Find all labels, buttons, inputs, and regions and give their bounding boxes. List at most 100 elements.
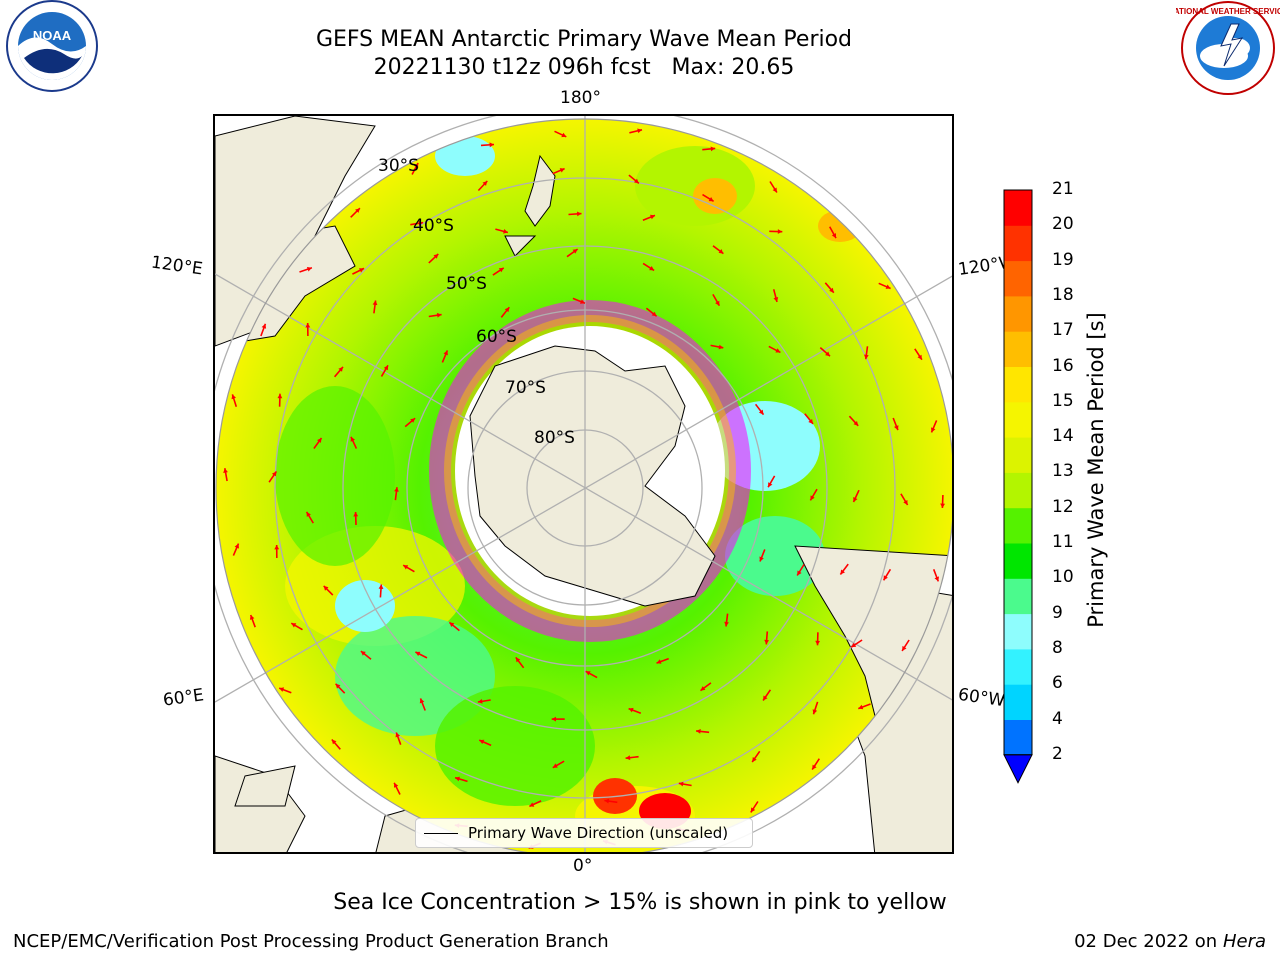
lat-label-60s: 60°S	[476, 327, 517, 347]
direction-arrow-head	[231, 394, 236, 400]
direction-arrow-head	[372, 300, 378, 306]
map-legend: Primary Wave Direction (unscaled)	[415, 818, 753, 848]
direction-arrow-head	[515, 657, 521, 663]
direction-arrow-head	[394, 782, 399, 788]
direction-arrow-head	[710, 146, 716, 152]
sea-ice-note: Sea Ice Concentration > 15% is shown in …	[333, 890, 947, 915]
direction-arrow-head	[628, 707, 634, 713]
direction-arrow-head	[750, 807, 756, 813]
direction-arrow-head	[415, 651, 421, 657]
direction-arrow-head	[851, 642, 857, 648]
direction-arrow-head	[577, 211, 582, 217]
direction-arrow-head	[443, 350, 448, 356]
colorbar	[1003, 189, 1033, 784]
colorbar-segment	[1004, 507, 1032, 544]
direction-arrow-head	[350, 436, 355, 442]
colorbar-tick-label: 8	[1052, 637, 1063, 658]
colorbar-tick-label: 21	[1052, 179, 1074, 199]
direction-arrow-head	[840, 569, 845, 575]
direction-arrow-head	[323, 585, 329, 591]
direction-arrow-head	[503, 229, 508, 234]
legend-label: Primary Wave Direction (unscaled)	[468, 824, 729, 842]
direction-arrow-head	[700, 686, 706, 691]
direction-arrow-head	[234, 543, 239, 549]
title-line-2: 20221130 t12z 096h fcst Max: 20.65	[373, 55, 795, 80]
direction-arrow-head	[305, 323, 311, 328]
colorbar-segment	[1004, 719, 1032, 756]
colorbar-tick-label: 18	[1052, 284, 1074, 305]
direction-arrow-head	[931, 427, 936, 433]
direction-arrow-head	[338, 366, 343, 372]
direction-arrow-head	[419, 698, 425, 704]
colorbar-tick-label: 13	[1052, 461, 1074, 482]
direction-arrow-head	[383, 365, 388, 371]
direction-arrow-head	[656, 659, 662, 664]
direction-arrow-head	[696, 729, 701, 734]
chart-title: GEFS MEAN Antarctic Primary Wave Mean Pe…	[0, 26, 1168, 82]
colorbar-tick-label: 16	[1052, 355, 1074, 376]
colorbar-segment	[1004, 648, 1032, 685]
lon-label-180: 180°	[560, 88, 601, 108]
direction-arrow-head	[718, 344, 724, 350]
direction-arrow-head	[772, 187, 777, 193]
direction-arrow-head	[724, 621, 729, 627]
direction-arrow-head	[436, 312, 442, 318]
direction-arrow-head	[317, 438, 322, 443]
noaa-text: NOAA	[33, 28, 72, 43]
direction-arrow-head	[551, 716, 556, 722]
direction-arrow-head	[306, 267, 312, 272]
direction-arrow-head	[764, 639, 769, 645]
colorbar-segment	[1004, 260, 1032, 297]
direction-arrow-head	[808, 419, 813, 424]
direction-arrow-head	[559, 168, 565, 173]
lat-label-30s: 30°S	[378, 156, 419, 176]
direction-arrow-head	[477, 699, 483, 704]
direction-arrow-head	[650, 214, 655, 220]
colorbar-segment	[1004, 613, 1032, 650]
colorbar-tick-label: 6	[1052, 673, 1063, 694]
colorbar-tick-label: 14	[1052, 426, 1074, 447]
direction-arrow-head	[418, 220, 424, 226]
legend-line-swatch	[424, 832, 458, 834]
direction-arrow-head	[678, 781, 684, 787]
lat-label-80s: 80°S	[534, 428, 575, 448]
footer-date: 02 Dec 2022 on Hera	[1074, 931, 1266, 952]
direction-arrow-head	[394, 487, 399, 492]
direction-arrow-head	[708, 197, 714, 202]
direction-arrow-head	[433, 254, 439, 259]
direction-arrow-head	[572, 249, 578, 254]
colorbar-tick-label: 11	[1052, 532, 1074, 552]
colorbar-tick-label: 10	[1052, 567, 1074, 588]
direction-arrow-head	[277, 393, 283, 399]
colorbar-segment	[1004, 401, 1032, 438]
colorbar-segment	[1004, 295, 1032, 332]
direction-arrow-head	[934, 576, 939, 582]
direction-arrow-head	[529, 802, 535, 807]
colorbar-segment	[1004, 437, 1032, 473]
direction-arrow-head	[858, 704, 864, 710]
direction-arrow-head	[360, 651, 366, 656]
direction-arrow-head	[359, 268, 364, 273]
lat-label-70s: 70°S	[505, 378, 546, 398]
direction-arrow-head	[498, 267, 504, 273]
lat-label-50s: 50°S	[446, 274, 487, 294]
direction-arrow-head	[561, 132, 567, 138]
direction-arrow-head	[585, 671, 591, 676]
colorbar-tick-label: 9	[1052, 602, 1063, 623]
direction-arrow-head	[940, 503, 945, 508]
colorbar-tick-label: 20	[1052, 214, 1074, 235]
direction-arrow-head	[917, 354, 922, 360]
direction-arrow-head	[831, 233, 836, 239]
polar-map: 30°S 40°S 50°S 60°S 70°S 80°S	[215, 116, 952, 852]
lat-label-40s: 40°S	[413, 216, 454, 236]
colorbar-segment	[1004, 543, 1032, 579]
direction-arrow-head	[825, 351, 830, 357]
colorbar-tick-label: 4	[1052, 708, 1063, 729]
wave-direction-arrows	[223, 128, 945, 849]
direction-arrow-head	[763, 695, 768, 701]
direction-arrow-head	[883, 575, 888, 581]
colorbar-tick-label: 19	[1052, 249, 1074, 270]
colorbar-segment	[1004, 578, 1032, 615]
direction-arrow-head	[249, 615, 255, 620]
direction-arrow-head	[777, 229, 783, 234]
